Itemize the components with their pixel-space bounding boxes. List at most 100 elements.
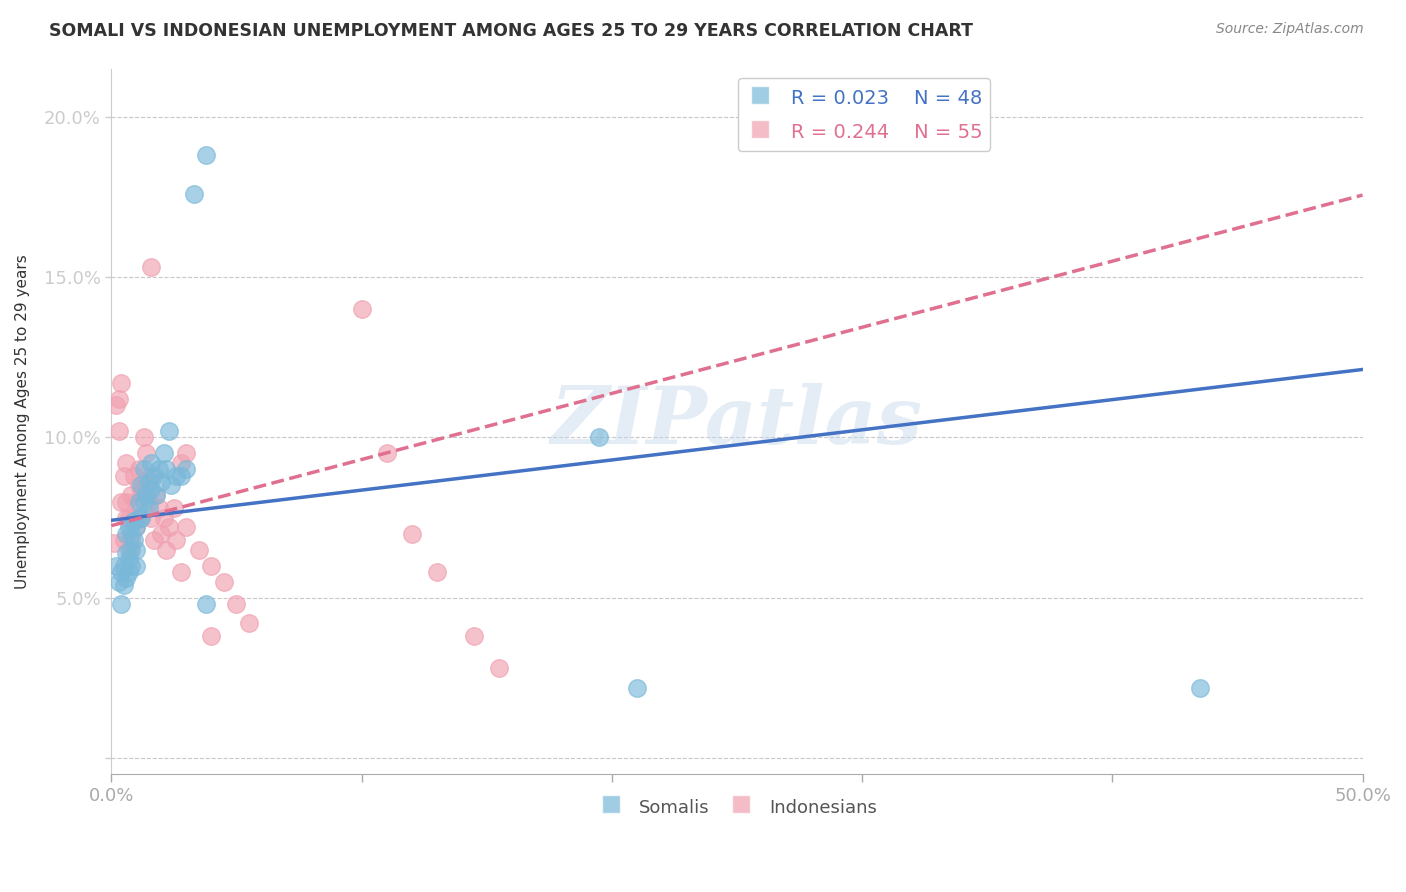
Point bbox=[118, 565, 141, 579]
Point bbox=[125, 520, 148, 534]
Point bbox=[200, 629, 222, 643]
Point bbox=[138, 475, 160, 490]
Point bbox=[225, 597, 247, 611]
Point bbox=[157, 424, 180, 438]
Point bbox=[120, 488, 142, 502]
Point bbox=[141, 468, 163, 483]
Point bbox=[132, 430, 155, 444]
Point bbox=[142, 533, 165, 547]
Point bbox=[132, 462, 155, 476]
Point bbox=[125, 494, 148, 508]
Point bbox=[131, 510, 153, 524]
Point bbox=[626, 681, 648, 695]
Point bbox=[148, 500, 170, 515]
Point bbox=[115, 494, 138, 508]
Point bbox=[118, 510, 141, 524]
Y-axis label: Unemployment Among Ages 25 to 29 years: Unemployment Among Ages 25 to 29 years bbox=[15, 254, 30, 589]
Point bbox=[401, 526, 423, 541]
Point bbox=[135, 478, 157, 492]
Point bbox=[463, 629, 485, 643]
Point bbox=[170, 565, 193, 579]
Point bbox=[375, 446, 398, 460]
Point bbox=[145, 488, 167, 502]
Point bbox=[426, 565, 449, 579]
Point bbox=[155, 462, 177, 476]
Point bbox=[115, 572, 138, 586]
Point bbox=[112, 558, 135, 573]
Point bbox=[105, 558, 128, 573]
Text: Source: ZipAtlas.com: Source: ZipAtlas.com bbox=[1216, 22, 1364, 37]
Point bbox=[110, 494, 132, 508]
Point bbox=[138, 494, 160, 508]
Point bbox=[195, 148, 218, 162]
Text: SOMALI VS INDONESIAN UNEMPLOYMENT AMONG AGES 25 TO 29 YEARS CORRELATION CHART: SOMALI VS INDONESIAN UNEMPLOYMENT AMONG … bbox=[49, 22, 973, 40]
Point bbox=[112, 468, 135, 483]
Point bbox=[118, 542, 141, 557]
Point bbox=[125, 542, 148, 557]
Point bbox=[157, 520, 180, 534]
Point bbox=[122, 468, 145, 483]
Point bbox=[115, 456, 138, 470]
Point bbox=[163, 500, 186, 515]
Point bbox=[115, 526, 138, 541]
Point bbox=[122, 510, 145, 524]
Point bbox=[103, 536, 125, 550]
Point bbox=[120, 542, 142, 557]
Point bbox=[108, 424, 131, 438]
Point bbox=[187, 542, 209, 557]
Point bbox=[118, 552, 141, 566]
Point bbox=[110, 597, 132, 611]
Point bbox=[110, 376, 132, 390]
Point bbox=[150, 475, 173, 490]
Point bbox=[148, 462, 170, 476]
Point bbox=[238, 616, 260, 631]
Point bbox=[200, 558, 222, 573]
Point bbox=[160, 478, 183, 492]
Point bbox=[125, 558, 148, 573]
Point bbox=[112, 533, 135, 547]
Point bbox=[150, 526, 173, 541]
Point bbox=[115, 546, 138, 560]
Point bbox=[141, 456, 163, 470]
Point bbox=[105, 398, 128, 412]
Point bbox=[115, 510, 138, 524]
Point bbox=[108, 574, 131, 589]
Point bbox=[128, 494, 150, 508]
Point bbox=[132, 494, 155, 508]
Point bbox=[153, 446, 176, 460]
Point bbox=[141, 260, 163, 275]
Point bbox=[120, 526, 142, 541]
Point bbox=[183, 186, 205, 201]
Point bbox=[138, 500, 160, 515]
Point bbox=[1188, 681, 1211, 695]
Point bbox=[125, 520, 148, 534]
Point bbox=[131, 510, 153, 524]
Point bbox=[155, 542, 177, 557]
Point bbox=[350, 301, 373, 316]
Point bbox=[176, 446, 198, 460]
Point bbox=[170, 456, 193, 470]
Point bbox=[165, 533, 187, 547]
Point bbox=[135, 446, 157, 460]
Point bbox=[131, 484, 153, 499]
Point bbox=[170, 468, 193, 483]
Point bbox=[176, 462, 198, 476]
Point bbox=[176, 520, 198, 534]
Point bbox=[120, 558, 142, 573]
Point bbox=[141, 482, 163, 496]
Point bbox=[165, 468, 187, 483]
Point bbox=[108, 392, 131, 406]
Point bbox=[142, 468, 165, 483]
Point bbox=[128, 462, 150, 476]
Point bbox=[153, 510, 176, 524]
Point bbox=[122, 514, 145, 528]
Point bbox=[131, 478, 153, 492]
Legend: Somalis, Indonesians: Somalis, Indonesians bbox=[591, 789, 884, 825]
Point bbox=[110, 565, 132, 579]
Point bbox=[195, 597, 218, 611]
Point bbox=[488, 661, 510, 675]
Point bbox=[212, 574, 235, 589]
Point bbox=[588, 430, 610, 444]
Point bbox=[128, 510, 150, 524]
Point bbox=[122, 533, 145, 547]
